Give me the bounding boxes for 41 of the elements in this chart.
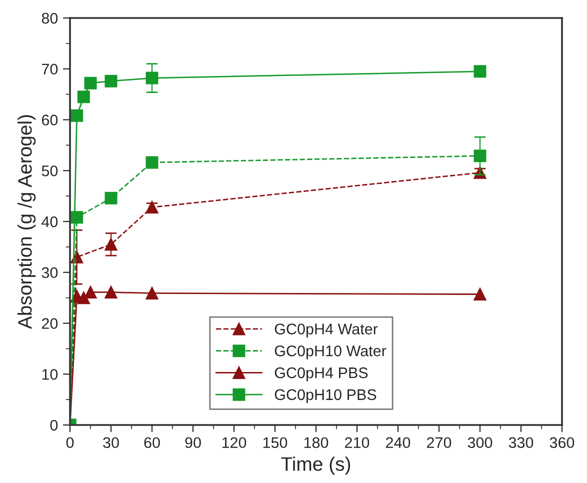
y-tick-label: 20 [42,318,58,329]
y-tick-label: 80 [42,12,58,24]
y-tick-label: 10 [42,368,58,380]
x-tick-label: 30 [103,437,119,448]
legend-label: GC0pH10 PBS [274,389,376,404]
x-tick-label: 210 [345,437,370,448]
x-tick-label: 360 [550,437,574,448]
x-tick-label: 90 [185,437,201,448]
point [146,72,158,84]
y-tick-label: 60 [42,114,58,126]
y-axis-title: Absorption (g /g Aerogel) [18,115,36,329]
y-tick-label: 30 [42,267,58,278]
x-tick-label: 300 [468,437,492,448]
legend-label: GC0pH4 PBS [274,367,368,382]
point [474,288,486,300]
point [84,76,97,90]
y-tick-label: 50 [42,165,58,176]
legend-label: GC0pH4 Water [274,324,378,338]
legend-label: GC0pH10 Water [274,346,386,360]
x-tick-label: 240 [386,437,410,448]
point [474,65,486,78]
point [104,192,118,204]
x-tick-label: 0 [66,437,74,448]
point [84,286,97,298]
y-tick-label: 0 [50,420,58,431]
x-tick-label: 150 [263,437,288,448]
x-tick-label: 330 [508,437,534,448]
point [77,292,90,304]
y-tick-label: 70 [42,64,58,75]
x-tick-label: 180 [304,437,328,448]
point [146,156,158,169]
point [104,286,118,298]
x-axis-title: Time (s) [281,456,350,475]
x-tick-label: 60 [144,437,160,448]
y-tick-label: 40 [42,216,58,228]
point [474,150,486,162]
x-tick-label: 270 [427,437,452,448]
point [70,109,84,122]
x-tick-label: 120 [222,437,246,448]
point [146,286,158,300]
point [77,90,90,104]
